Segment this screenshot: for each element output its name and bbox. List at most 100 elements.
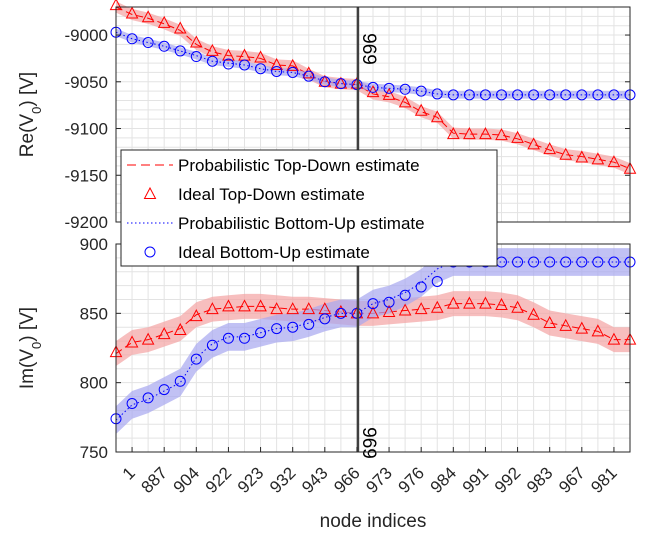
triangle-marker bbox=[222, 48, 235, 61]
circle-marker bbox=[367, 298, 379, 310]
triangle-marker bbox=[189, 309, 203, 322]
circle-marker bbox=[383, 296, 395, 308]
triangle-marker bbox=[463, 296, 476, 309]
circle-marker bbox=[528, 89, 540, 101]
triangle-marker bbox=[222, 299, 235, 312]
circle-marker bbox=[303, 70, 315, 82]
circle-marker bbox=[512, 256, 524, 268]
circle-marker bbox=[415, 281, 427, 293]
triangle-marker bbox=[607, 155, 621, 168]
triangle-marker bbox=[238, 299, 251, 312]
triangle-marker bbox=[414, 302, 428, 315]
circle-marker bbox=[463, 89, 475, 101]
circle-marker bbox=[496, 89, 507, 101]
legend-circle-icon bbox=[144, 246, 156, 258]
triangle-marker bbox=[206, 43, 219, 56]
circle-marker bbox=[206, 55, 218, 67]
circle-marker bbox=[479, 89, 491, 101]
triangle-marker bbox=[334, 304, 348, 317]
circle-marker bbox=[399, 83, 411, 95]
circle-marker bbox=[142, 392, 154, 404]
triangle-marker bbox=[173, 322, 187, 335]
triangle-marker bbox=[575, 150, 589, 163]
triangle-marker bbox=[463, 127, 476, 140]
circle-marker bbox=[592, 89, 604, 101]
circle-marker bbox=[431, 88, 443, 100]
ideal-top-down-markers bbox=[109, 0, 637, 174]
triangle-marker bbox=[206, 302, 219, 315]
triangle-marker bbox=[559, 318, 573, 331]
triangle-marker bbox=[607, 332, 621, 345]
y-tick-label: -9150 bbox=[65, 166, 108, 185]
triangle-marker bbox=[430, 300, 444, 313]
y-tick-label: -9100 bbox=[65, 120, 108, 139]
triangle-marker bbox=[286, 302, 300, 315]
legend-label: Ideal Bottom-Up estimate bbox=[178, 243, 370, 262]
triangle-marker bbox=[398, 303, 412, 316]
triangle-marker bbox=[495, 127, 508, 141]
circle-marker bbox=[431, 275, 443, 287]
triangle-marker bbox=[141, 332, 155, 345]
triangle-marker bbox=[575, 321, 589, 334]
triangle-marker bbox=[446, 296, 460, 309]
legend: Probabilistic Top-Down estimate Ideal Top… bbox=[120, 149, 498, 267]
triangle-marker bbox=[479, 296, 492, 309]
circle-marker bbox=[174, 45, 186, 57]
triangle-marker bbox=[559, 147, 573, 160]
triangle-marker bbox=[286, 58, 300, 71]
circle-marker bbox=[303, 318, 315, 330]
triangle-marker bbox=[382, 87, 396, 100]
ideal-top-down-markers bbox=[109, 296, 637, 358]
legend-box bbox=[120, 149, 498, 267]
circle-marker bbox=[287, 321, 299, 333]
circle-marker bbox=[239, 332, 250, 344]
triangle-marker bbox=[157, 15, 171, 28]
legend-label: Probabilistic Top-Down estimate bbox=[178, 156, 420, 175]
circle-marker bbox=[255, 327, 267, 339]
triangle-marker bbox=[430, 110, 444, 123]
triangle-marker bbox=[511, 300, 524, 313]
circle-marker bbox=[142, 37, 154, 49]
triangle-marker bbox=[173, 21, 187, 34]
probabilistic-top-down-line bbox=[115, 6, 631, 170]
triangle-marker bbox=[591, 152, 605, 165]
x-axis-title: node indices bbox=[320, 511, 427, 532]
circle-marker bbox=[608, 89, 620, 101]
triangle-marker bbox=[366, 306, 380, 319]
circle-marker bbox=[271, 66, 283, 77]
legend-label: Probabilistic Bottom-Up estimate bbox=[178, 214, 425, 233]
bottom-node-969-label: 969 bbox=[358, 427, 379, 459]
y-tick-label: 750 bbox=[80, 443, 108, 462]
triangle-marker bbox=[414, 103, 428, 116]
triangle-marker bbox=[382, 304, 396, 317]
y-tick-label: 800 bbox=[80, 374, 108, 393]
circle-marker bbox=[126, 33, 138, 45]
circle-marker bbox=[528, 256, 540, 268]
y-tick-label: 900 bbox=[80, 235, 108, 254]
circle-marker bbox=[447, 89, 459, 101]
circle-marker bbox=[271, 323, 283, 335]
circle-marker bbox=[158, 384, 170, 396]
triangle-marker bbox=[479, 127, 492, 140]
top-node-969-label: 969 bbox=[358, 33, 379, 65]
circle-marker bbox=[222, 58, 234, 70]
circle-marker bbox=[367, 81, 379, 93]
circle-marker bbox=[239, 59, 250, 71]
legend-triangle-icon bbox=[143, 186, 157, 199]
circle-marker bbox=[544, 89, 556, 101]
circle-marker bbox=[255, 63, 267, 75]
circle-marker bbox=[319, 76, 331, 88]
circle-marker bbox=[319, 313, 331, 325]
circle-marker bbox=[576, 256, 588, 268]
circle-marker bbox=[222, 332, 234, 344]
circle-marker bbox=[544, 256, 556, 268]
triangle-marker bbox=[125, 335, 139, 348]
circle-marker bbox=[190, 51, 202, 63]
circle-marker bbox=[608, 256, 620, 268]
circle-marker bbox=[206, 339, 218, 351]
triangle-marker bbox=[254, 299, 267, 312]
circle-marker bbox=[158, 40, 170, 52]
top-y-axis-title: Re(V0) [V] bbox=[17, 72, 44, 157]
